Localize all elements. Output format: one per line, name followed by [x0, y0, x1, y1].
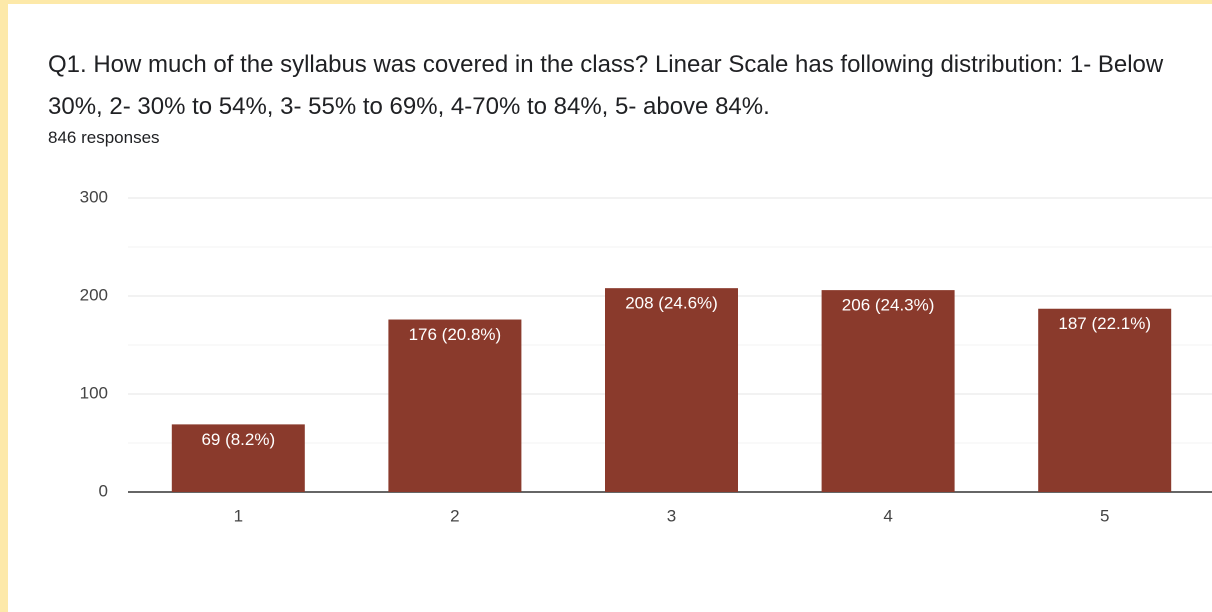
question-title: Q1. How much of the syllabus was covered… [48, 51, 1164, 120]
bar [171, 424, 305, 492]
y-tick-label: 0 [99, 481, 108, 500]
y-tick-label: 100 [80, 383, 108, 402]
x-tick-label: 2 [450, 506, 459, 525]
data-label: 176 (20.8%) [409, 325, 502, 344]
response-count: 846 responses [48, 128, 160, 147]
bar [821, 290, 955, 492]
bar [388, 319, 522, 492]
x-tick-label: 3 [667, 506, 676, 525]
bar [605, 288, 738, 492]
data-label: 69 (8.2%) [201, 430, 275, 449]
x-tick-label: 5 [1100, 506, 1109, 525]
y-tick-label: 200 [80, 285, 108, 304]
y-tick-label: 300 [80, 187, 108, 206]
x-tick-label: 4 [883, 506, 892, 525]
x-tick-label: 1 [234, 506, 243, 525]
data-label: 208 (24.6%) [625, 294, 718, 313]
bar [1038, 308, 1172, 492]
data-label: 206 (24.3%) [842, 296, 935, 315]
data-label: 187 (22.1%) [1058, 314, 1151, 333]
